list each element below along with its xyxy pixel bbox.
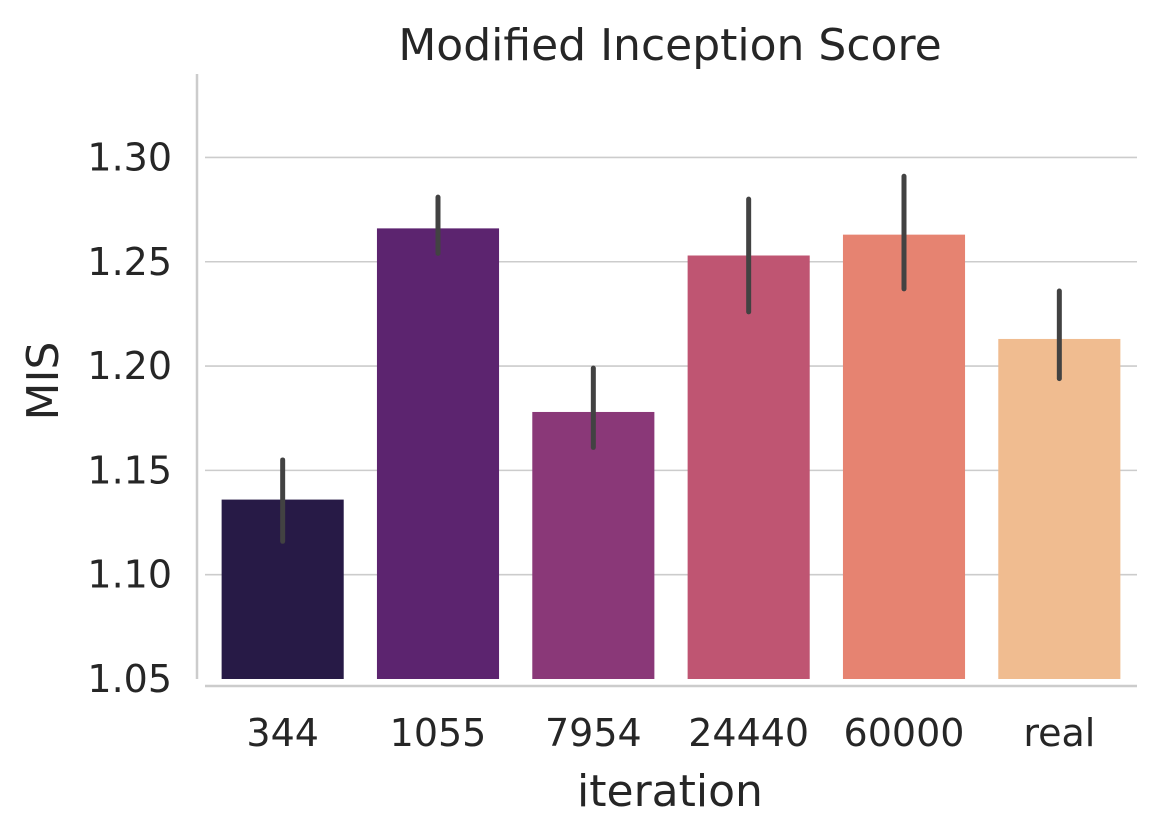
y-tick-label: 1.15 (87, 448, 172, 492)
axes (195, 74, 1137, 688)
x-tick-labels: 344 1055 7954 24440 60000 real (246, 711, 1095, 755)
x-tick-label: 24440 (688, 711, 809, 755)
bars (221, 228, 1121, 679)
y-tick-labels: 1.05 1.10 1.15 1.20 1.25 1.30 (87, 135, 172, 701)
y-axis-label: MIS (18, 342, 69, 421)
x-tick-label: 1055 (390, 711, 487, 755)
y-tick-label: 1.25 (87, 240, 172, 284)
x-tick-label: real (1023, 711, 1095, 755)
bar-7954 (532, 411, 655, 679)
y-tick-label: 1.20 (87, 344, 172, 388)
error-bars (280, 173, 1062, 544)
bar-24440 (687, 255, 810, 679)
bar-real (998, 338, 1121, 679)
chart-title: Modified Inception Score (398, 20, 941, 71)
x-tick-label: 60000 (844, 711, 965, 755)
x-tick-label: 7954 (545, 711, 642, 755)
y-tick-label: 1.10 (87, 553, 172, 597)
x-axis-label: iteration (577, 766, 763, 817)
bar-1055 (376, 228, 500, 679)
bar-60000 (842, 234, 966, 679)
y-tick-label: 1.05 (87, 657, 172, 701)
grid-lines (205, 156, 1137, 576)
y-tick-label: 1.30 (87, 135, 172, 179)
x-tick-label: 344 (246, 711, 319, 755)
